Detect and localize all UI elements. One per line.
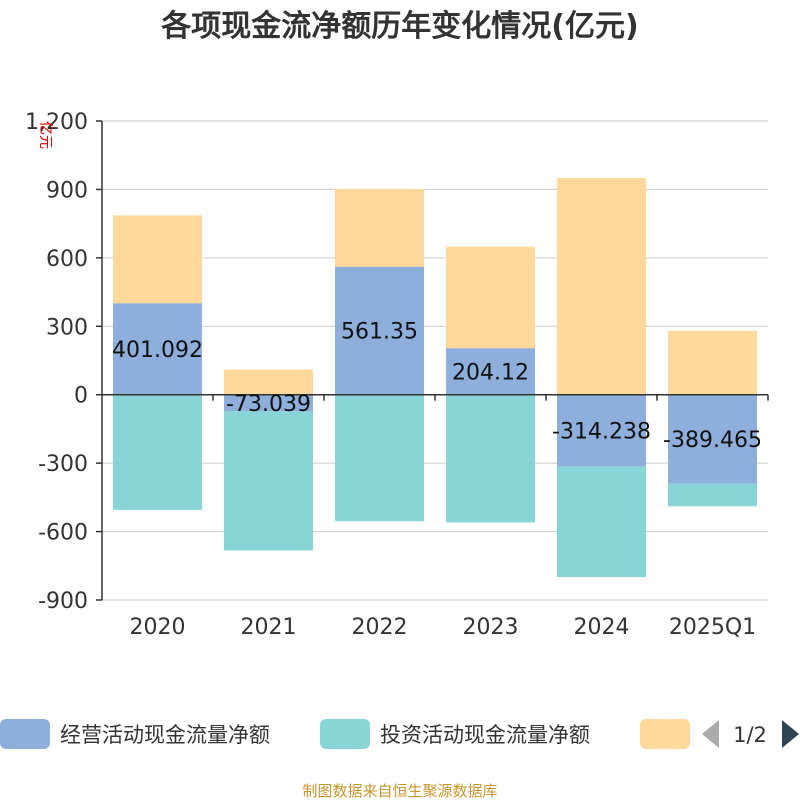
y-tick-label: -600 bbox=[38, 521, 88, 546]
bar-segment-series-2[interactable] bbox=[224, 411, 313, 551]
y-tick-label: 1,200 bbox=[25, 110, 88, 135]
legend-swatch bbox=[640, 719, 690, 749]
bar-segment-series-2[interactable] bbox=[668, 483, 757, 507]
bar-segment-series-1[interactable] bbox=[557, 394, 646, 467]
bar-segment-series-3[interactable] bbox=[446, 246, 535, 349]
bar-segment-series-2[interactable] bbox=[335, 394, 424, 522]
legend-swatch bbox=[0, 719, 50, 749]
chart-title: 各项现金流净额历年变化情况(亿元) bbox=[160, 9, 638, 44]
bar-data-label: -73.039 bbox=[226, 392, 311, 417]
bar-segment-series-1[interactable] bbox=[224, 394, 313, 412]
bar-segment-series-1[interactable] bbox=[335, 266, 424, 395]
legend-prev-page-icon[interactable] bbox=[702, 720, 719, 748]
bar-segment-series-1[interactable] bbox=[113, 303, 202, 395]
legend-next-page-icon[interactable] bbox=[782, 720, 799, 748]
x-tick-label: 2025Q1 bbox=[669, 615, 756, 640]
legend-swatch bbox=[320, 719, 370, 749]
legend[interactable]: 经营活动现金流量净额 投资活动现金流量净额 1/2 bbox=[0, 719, 799, 749]
bar-segment-series-2[interactable] bbox=[113, 394, 202, 510]
y-axis-unit-label: 亿元 bbox=[37, 121, 53, 149]
y-tick-label: 600 bbox=[46, 247, 88, 272]
bar-data-label: -389.465 bbox=[663, 428, 762, 453]
y-tick-label: 300 bbox=[46, 315, 88, 340]
bar-segment-series-3[interactable] bbox=[335, 189, 424, 267]
bar-segment-series-3[interactable] bbox=[668, 330, 757, 395]
bar-segment-series-3[interactable] bbox=[557, 178, 646, 395]
x-tick-label: 2023 bbox=[463, 615, 519, 640]
y-tick-label: 0 bbox=[74, 384, 88, 409]
axes: -900 -600 -300 0 300 600 900 1,200 2020 2021 2022 2… bbox=[25, 110, 769, 640]
y-tick-label: 900 bbox=[46, 178, 88, 203]
bar-segment-series-1[interactable] bbox=[668, 394, 757, 484]
y-tick-label: -300 bbox=[38, 452, 88, 477]
bar-data-label: -314.238 bbox=[552, 420, 651, 445]
y-tick-label: -900 bbox=[38, 589, 88, 614]
x-tick-label: 2021 bbox=[241, 615, 297, 640]
x-tick-label: 2022 bbox=[352, 615, 408, 640]
bar-segment-series-1[interactable] bbox=[446, 348, 535, 395]
bar-segment-series-3[interactable] bbox=[113, 215, 202, 304]
x-tick-label: 2024 bbox=[574, 615, 630, 640]
legend-label: 经营活动现金流量净额 bbox=[60, 723, 270, 747]
source-note: 制图数据来自恒生聚源数据库 bbox=[302, 782, 497, 800]
bar-segment-series-2[interactable] bbox=[446, 394, 535, 523]
bar-data-label: 401.092 bbox=[112, 338, 203, 363]
bar-data-label: 204.12 bbox=[452, 360, 529, 385]
legend-label: 投资活动现金流量净额 bbox=[380, 723, 590, 747]
legend-page-indicator: 1/2 bbox=[733, 723, 767, 747]
legend-item-1[interactable]: 经营活动现金流量净额 bbox=[0, 719, 270, 749]
legend-item-3[interactable] bbox=[640, 719, 690, 749]
data-labels: 401.092 -73.039 561.35 204.12 -314.238 -389.4… bbox=[112, 320, 762, 453]
bars bbox=[113, 178, 757, 578]
bar-segment-series-3[interactable] bbox=[224, 369, 313, 395]
x-tick-label: 2020 bbox=[130, 615, 186, 640]
legend-item-2[interactable]: 投资活动现金流量净额 bbox=[320, 719, 590, 749]
bar-data-label: 561.35 bbox=[341, 320, 418, 345]
bar-segment-series-2[interactable] bbox=[557, 466, 646, 578]
